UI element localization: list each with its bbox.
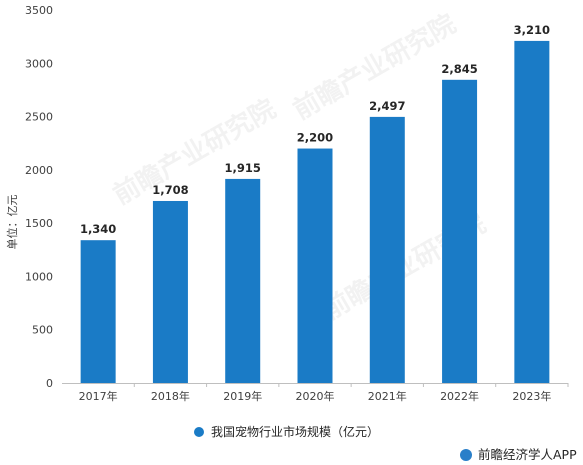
y-axis-title: 单位：亿元 xyxy=(5,195,19,250)
credit-icon xyxy=(460,449,472,461)
bars: 1,340 1,708 1,915 2,200 2,497 2,845 3,210 xyxy=(80,23,550,384)
x-tick-label: 2017年 xyxy=(79,389,118,403)
y-tick-label: 1500 xyxy=(25,217,53,230)
y-tick-label: 500 xyxy=(32,324,53,337)
bar xyxy=(369,116,405,383)
y-tick-label: 1000 xyxy=(25,270,53,283)
x-tick-label: 2023年 xyxy=(512,389,551,403)
y-tick-label: 0 xyxy=(46,377,53,390)
data-label: 3,210 xyxy=(514,23,550,37)
data-label: 1,340 xyxy=(80,222,116,236)
legend-label: 我国宠物行业市场规模（亿元） xyxy=(211,424,379,439)
legend-marker xyxy=(194,427,204,437)
bar xyxy=(80,240,116,383)
data-label: 2,200 xyxy=(297,131,333,145)
data-label: 2,497 xyxy=(369,99,405,113)
x-tick-label: 2018年 xyxy=(151,389,190,403)
y-tick-label: 3500 xyxy=(25,4,53,17)
data-label: 1,915 xyxy=(225,161,261,175)
x-axis: 2017年 2018年 2019年 2020年 2021年 2022年 2023年 xyxy=(79,383,569,403)
y-tick-label: 3000 xyxy=(25,57,53,70)
bar xyxy=(297,148,333,383)
data-label: 2,845 xyxy=(441,62,477,76)
y-tick-label: 2000 xyxy=(25,164,53,177)
x-tick-label: 2021年 xyxy=(368,389,407,403)
bar xyxy=(225,178,261,383)
bar xyxy=(442,79,478,383)
bar xyxy=(514,40,550,384)
bar xyxy=(152,200,188,383)
credit: 前瞻经济学人APP xyxy=(460,447,577,462)
y-axis: 0 500 1000 1500 2000 2500 3000 3500 xyxy=(25,4,53,390)
y-tick-label: 2500 xyxy=(25,111,53,124)
x-tick-label: 2019年 xyxy=(223,389,262,403)
legend: 我国宠物行业市场规模（亿元） xyxy=(194,424,379,439)
x-tick-label: 2020年 xyxy=(296,389,335,403)
credit-text: 前瞻经济学人APP xyxy=(478,447,577,462)
x-tick-label: 2022年 xyxy=(440,389,479,403)
data-label: 1,708 xyxy=(152,183,188,197)
